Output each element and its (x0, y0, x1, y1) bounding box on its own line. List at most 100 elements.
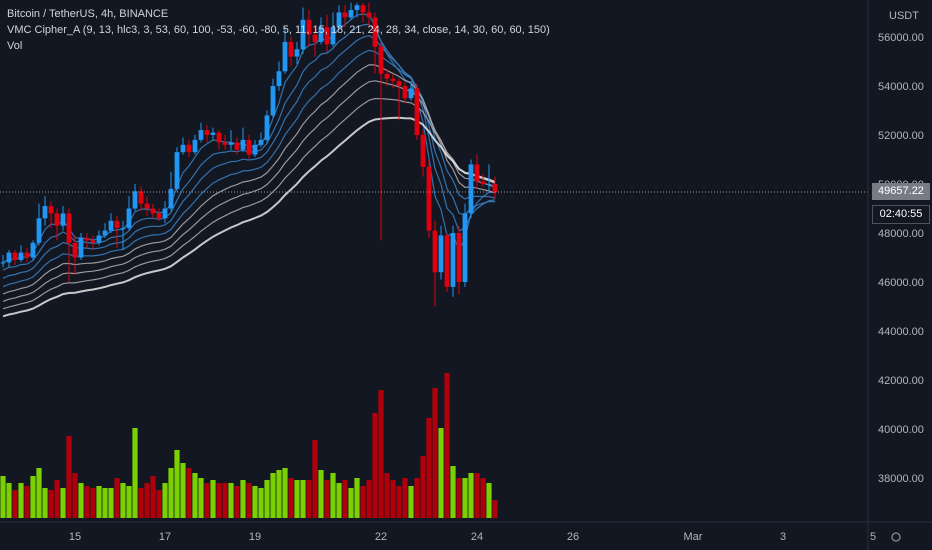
candle-body (420, 135, 426, 167)
candle-body (258, 139, 264, 145)
volume-bar (384, 473, 390, 518)
candle-body (270, 86, 276, 116)
volume-bar (66, 436, 72, 518)
candle-body (162, 208, 168, 219)
candle-body (210, 132, 216, 135)
candle-body (354, 5, 360, 11)
y-tick-label: 44000.00 (878, 326, 924, 338)
volume-bar (438, 428, 444, 518)
candle-body (24, 252, 30, 258)
candle-body (312, 34, 318, 42)
countdown-label: 02:40:55 (872, 205, 930, 224)
candle-body (114, 220, 120, 229)
volume-bar (42, 488, 48, 518)
y-tick-label: 52000.00 (878, 130, 924, 142)
volume-bar (240, 480, 246, 518)
y-tick-label: 56000.00 (878, 32, 924, 44)
volume-bar (12, 490, 18, 518)
volume-bar (132, 428, 138, 518)
candle-body (48, 206, 54, 214)
volume-bar (216, 483, 222, 518)
x-tick-label: 17 (159, 531, 171, 543)
candle-body (90, 240, 96, 243)
candle-body (492, 184, 498, 193)
x-tick-label: 3 (780, 531, 786, 543)
candle-body (54, 213, 60, 226)
candle-body (444, 235, 450, 287)
candle-body (276, 71, 282, 86)
volume-bar (114, 478, 120, 518)
volume-bar (150, 476, 156, 518)
volume-bar (474, 473, 480, 518)
volume-bar (102, 488, 108, 518)
volume-bar (168, 468, 174, 518)
volume-bar (90, 488, 96, 518)
volume-bar (462, 478, 468, 518)
candle-body (474, 164, 480, 182)
candle-body (72, 242, 78, 258)
candle-body (36, 218, 42, 243)
candle-body (18, 252, 24, 260)
symbol-title[interactable]: Bitcoin / TetherUS, 4h, BINANCE (7, 8, 169, 20)
candle-body (150, 208, 156, 214)
settings-gear-icon[interactable] (891, 532, 901, 542)
candle-body (0, 262, 6, 264)
volume-bar (336, 483, 342, 518)
volume-bar (0, 476, 6, 518)
candle-body (108, 220, 114, 231)
candle-body (414, 88, 420, 135)
candle-body (468, 164, 474, 214)
x-tick-label: 15 (69, 531, 81, 543)
ribbon-line (2, 97, 496, 310)
volume-bar (468, 473, 474, 518)
candle-body (192, 139, 198, 153)
volume-bar (414, 478, 420, 518)
volume-bar (366, 480, 372, 518)
candle-body (402, 86, 408, 99)
x-tick-label: 26 (567, 531, 579, 543)
candle-body (228, 142, 234, 145)
volume-bar (192, 473, 198, 518)
volume-bar (330, 473, 336, 518)
volume-label[interactable]: Vol (7, 40, 23, 52)
candle-body (300, 19, 306, 50)
candle-body (264, 115, 270, 140)
candle-body (240, 139, 246, 150)
volume-bar (432, 388, 438, 518)
y-tick-label: 48000.00 (878, 228, 924, 240)
candle-body (486, 184, 492, 185)
candle-body (330, 27, 336, 45)
volume-bar (300, 480, 306, 518)
candle-body (30, 242, 36, 258)
candle-body (390, 78, 396, 82)
volume-bar (450, 466, 456, 518)
volume-bar (96, 486, 102, 518)
candle-body (216, 132, 222, 143)
volume-bar (492, 500, 498, 518)
candle-body (96, 235, 102, 243)
candle-body (12, 252, 18, 260)
volume-bar (54, 480, 60, 518)
chart-legend: Bitcoin / TetherUS, 4h, BINANCE VMC Ciph… (7, 6, 550, 54)
candle-body (180, 144, 186, 153)
candle-body (366, 12, 372, 18)
indicator-label[interactable]: VMC Cipher_A (9, 13, hlc3, 3, 53, 60, 10… (7, 24, 550, 36)
candle-body (438, 235, 444, 273)
volume-bar (24, 486, 30, 518)
volume-bar (420, 456, 426, 518)
volume-bar (156, 490, 162, 518)
candle-body (204, 130, 210, 135)
volume-bar (348, 488, 354, 518)
x-tick-label: 22 (375, 531, 387, 543)
candle-body (234, 142, 240, 150)
candle-body (144, 203, 150, 209)
candle-body (138, 191, 144, 204)
candle-body (252, 144, 258, 155)
volume-bar (342, 480, 348, 518)
volume-bar (6, 483, 12, 518)
volume-bar (270, 473, 276, 518)
candle-body (318, 27, 324, 42)
candle-body (6, 252, 12, 263)
volume-bar (252, 486, 258, 518)
